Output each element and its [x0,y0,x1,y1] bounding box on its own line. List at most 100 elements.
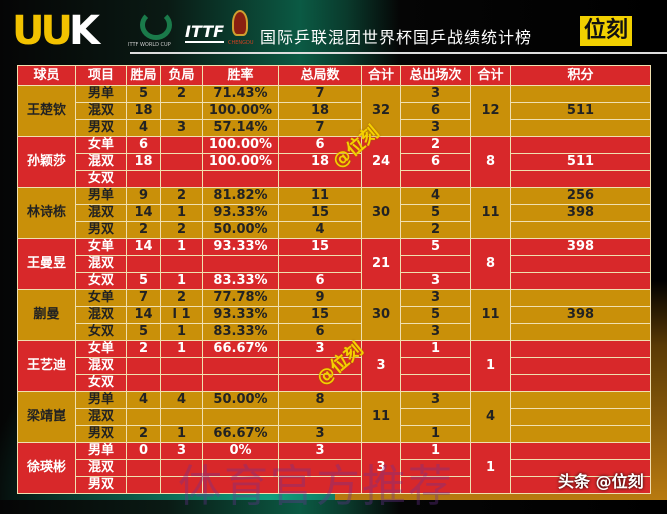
points-cell [510,323,651,341]
appearances-cell: 3 [400,272,471,290]
table-row: 混双 14 1 93.33% 15 5 398 [18,204,651,222]
games-lost-cell: 1 [160,340,203,358]
page-title: 国际乒联混团世界杯国乒战绩统计榜 [260,28,533,47]
appearances-cell [400,255,471,273]
table-row: 男双 2 2 50.00% 4 2 [18,221,651,239]
stats-table: 球员 项目 胜局 负局 胜率 总局数 合计 总出场次 合计 积分 王楚钦 男单 5 2 71.43% 7 32… [17,65,651,494]
games-won-cell [126,374,161,392]
appearances-cell: 3 [400,391,471,409]
win-rate-cell: 0% [202,442,279,460]
games-lost-cell [160,459,203,477]
total-games-cell: 4 [278,221,362,239]
table-row: 女双 5 1 83.33% 6 3 [18,323,651,341]
points-cell [510,391,651,409]
games-won-cell: 14 [126,238,161,256]
player-name: 王楚钦 [17,85,76,137]
points-cell [510,255,651,273]
games-lost-cell [160,255,203,273]
games-won-cell: 6 [126,136,161,154]
total-games-cell [278,476,362,494]
appearances-cell: 6 [400,153,471,171]
win-rate-cell: 71.43% [202,85,279,103]
win-rate-cell: 66.67% [202,425,279,443]
appearances-cell: 5 [400,306,471,324]
appearances-sum-cell: 11 [470,289,511,341]
appearances-cell: 3 [400,85,471,103]
column-header: 合计 [470,65,511,86]
games-won-cell [126,255,161,273]
appearances-cell: 1 [400,442,471,460]
column-header: 球员 [17,65,76,86]
world-cup-logo-text: ITTF WORLD CUP [128,42,171,48]
event-cell: 女双 [75,272,127,290]
event-cell: 男双 [75,425,127,443]
event-cell: 女单 [75,340,127,358]
table-row: 梁靖崑 男单 4 4 50.00% 8 11 3 4 [17,391,651,443]
column-header: 积分 [510,65,651,86]
event-cell: 男双 [75,476,127,494]
appearances-sum-cell: 11 [470,187,511,239]
total-games-cell [278,459,362,477]
games-sum-cell: 11 [361,391,401,443]
games-won-cell: 2 [126,425,161,443]
appearances-cell [400,357,471,375]
points-cell: 256 [510,187,651,205]
total-games-cell: 8 [278,391,362,409]
event-cell: 女单 [75,136,127,154]
win-rate-cell: 77.78% [202,289,279,307]
event-cell: 女单 [75,289,127,307]
event-cell: 混双 [75,357,127,375]
points-cell: 398 [510,238,651,256]
event-cell: 混双 [75,153,127,171]
column-header: 合计 [361,65,401,86]
games-won-cell: 2 [126,340,161,358]
points-cell [510,425,651,443]
games-won-cell: 9 [126,187,161,205]
table-row: 王楚钦 男单 5 2 71.43% 7 32 3 12 [17,85,651,137]
win-rate-cell: 81.82% [202,187,279,205]
games-lost-cell: 1 [160,238,203,256]
points-cell [510,170,651,188]
total-games-cell: 7 [278,85,362,103]
appearances-cell [400,476,471,494]
games-lost-cell: 2 [160,221,203,239]
table-header-row: 球员 项目 胜局 负局 胜率 总局数 合计 总出场次 合计 积分 [17,65,651,86]
appearances-cell: 2 [400,136,471,154]
player-name: 徐瑛彬 [17,442,76,494]
event-cell: 男双 [75,119,127,137]
appearances-sum-cell: 12 [470,85,511,137]
win-rate-cell: 100.00% [202,153,279,171]
total-games-cell: 6 [278,272,362,290]
table-row: 混双 [18,408,651,426]
games-won-cell: 7 [126,289,161,307]
table-row: 男双 2 1 66.67% 3 1 [18,425,651,443]
brand-badge: 位刻 [580,16,633,46]
win-rate-cell: 57.14% [202,119,279,137]
games-won-cell [126,476,161,494]
total-games-cell [278,255,362,273]
player-name: 王曼昱 [17,238,76,290]
table-row: 女双 [18,170,651,188]
appearances-cell [400,374,471,392]
appearances-cell: 3 [400,323,471,341]
games-lost-cell: 3 [160,119,203,137]
games-won-cell: 18 [126,102,161,120]
points-cell [510,85,651,103]
table-row: 混双 18 100.00% 18 6 511 [18,153,651,171]
games-sum-cell: 30 [361,187,401,239]
win-rate-cell: 83.33% [202,272,279,290]
win-rate-cell: 50.00% [202,391,279,409]
games-won-cell: 18 [126,153,161,171]
chengdu-logo-icon [232,10,248,36]
column-header: 总出场次 [400,65,471,86]
win-rate-cell [202,476,279,494]
table-row: 混双 18 100.00% 18 6 511 [18,102,651,120]
points-cell: 398 [510,204,651,222]
event-cell: 女单 [75,238,127,256]
table-row: 徐瑛彬 男单 0 3 0% 3 3 1 1 [17,442,651,494]
table-row: 王艺迪 女单 2 1 66.67% 3 3 1 1 [17,340,651,392]
points-cell [510,408,651,426]
games-lost-cell [160,357,203,375]
total-games-cell: 15 [278,306,362,324]
games-lost-cell [160,374,203,392]
